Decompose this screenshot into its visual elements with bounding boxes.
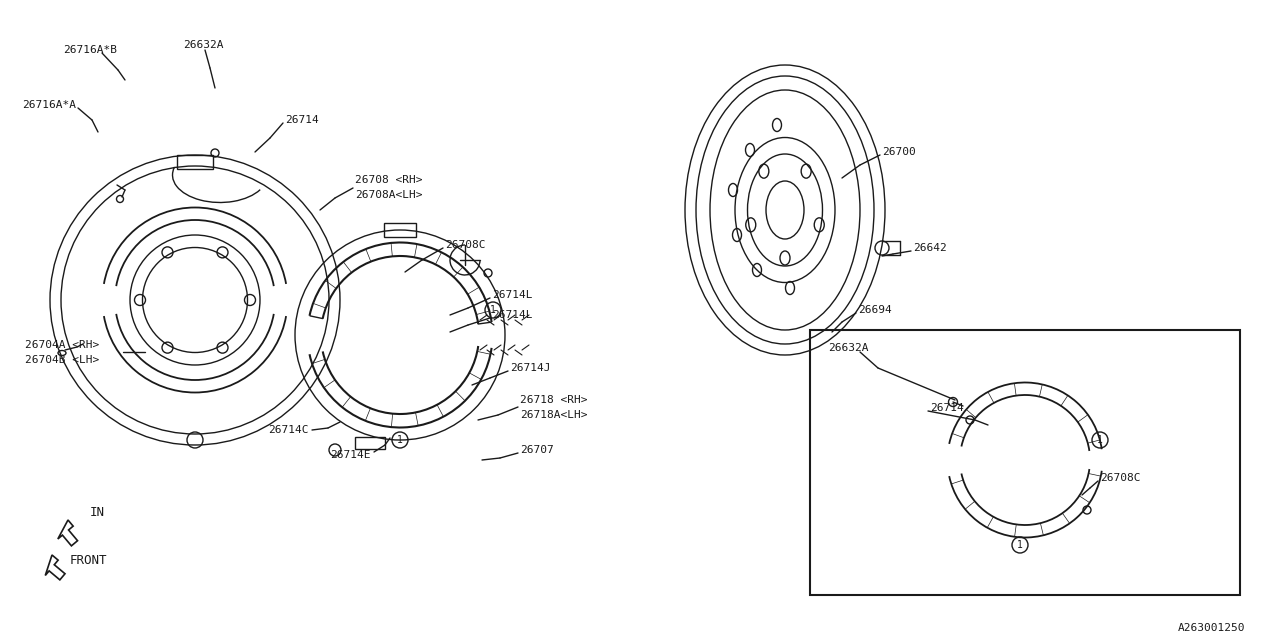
Text: 26642: 26642 (913, 243, 947, 253)
Text: 26718 <RH>: 26718 <RH> (520, 395, 588, 405)
Text: FRONT: FRONT (70, 554, 108, 566)
Text: 26700: 26700 (882, 147, 915, 157)
Text: IN: IN (90, 506, 105, 518)
Text: 26714: 26714 (931, 403, 964, 413)
Text: 26714L: 26714L (492, 290, 532, 300)
Text: A263001250: A263001250 (1178, 623, 1245, 633)
Text: 1: 1 (1097, 435, 1103, 445)
Text: 26632A: 26632A (828, 343, 869, 353)
Text: 26714E: 26714E (330, 450, 370, 460)
Polygon shape (58, 520, 78, 546)
Text: 26718A<LH>: 26718A<LH> (520, 410, 588, 420)
Text: 26708C: 26708C (1100, 473, 1140, 483)
Text: 26704B <LH>: 26704B <LH> (26, 355, 100, 365)
Text: 26708 <RH>: 26708 <RH> (355, 175, 422, 185)
Text: 1: 1 (397, 435, 403, 445)
Text: 26714L: 26714L (492, 310, 532, 320)
Text: 26704A <RH>: 26704A <RH> (26, 340, 100, 350)
Text: 1: 1 (490, 305, 495, 315)
Bar (355, 437, 385, 449)
Text: 1: 1 (1018, 540, 1023, 550)
Text: 26716A*A: 26716A*A (22, 100, 76, 110)
Polygon shape (45, 555, 65, 580)
Bar (810, 330, 1240, 595)
Text: 26708A<LH>: 26708A<LH> (355, 190, 422, 200)
Text: 26707: 26707 (520, 445, 554, 455)
Bar (384, 223, 416, 237)
Text: 26716A*B: 26716A*B (63, 45, 116, 55)
Text: 26714: 26714 (285, 115, 319, 125)
Text: 26708C: 26708C (445, 240, 485, 250)
Text: 26714J: 26714J (509, 363, 550, 373)
Text: 26694: 26694 (858, 305, 892, 315)
Bar (177, 155, 212, 169)
Text: 26714C: 26714C (268, 425, 308, 435)
Text: 26632A: 26632A (183, 40, 224, 50)
